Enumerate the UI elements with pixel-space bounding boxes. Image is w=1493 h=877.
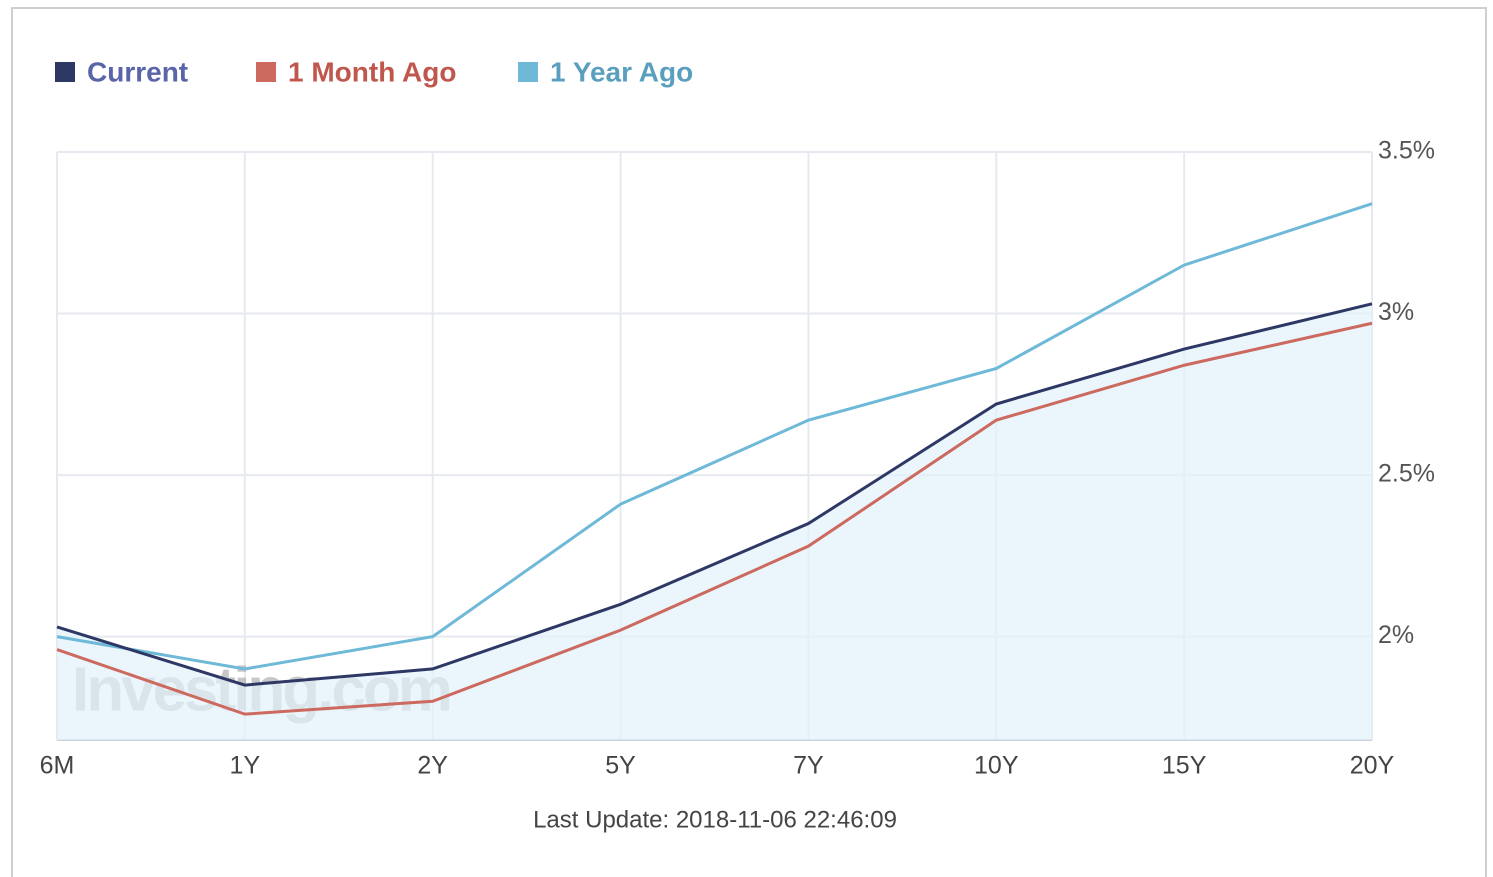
- footer: Last Update: 2018-11-06 22:46:09: [533, 806, 897, 833]
- legend-label: Current: [87, 56, 188, 87]
- legend-label: 1 Year Ago: [550, 56, 693, 87]
- line: [56, 321, 1373, 716]
- y-tick-label: 2.5%: [1378, 460, 1435, 488]
- x-tick-label: 2Y: [417, 752, 448, 780]
- area: [57, 303, 1372, 740]
- legend-swatch: [55, 62, 75, 82]
- x-tick-label: 20Y: [1350, 752, 1395, 780]
- x-tick-label: 7Y: [793, 752, 824, 780]
- x-tick-label: 5Y: [605, 752, 636, 780]
- legend-swatch: [518, 62, 538, 82]
- x-tick-label: 1Y: [230, 752, 261, 780]
- y-tick-label: 3%: [1378, 298, 1414, 326]
- line: [56, 302, 1373, 687]
- line: [56, 202, 1373, 671]
- x-tick-label: 15Y: [1162, 752, 1207, 780]
- x-tick-label: 10Y: [974, 752, 1019, 780]
- x-tick-label: 6M: [40, 752, 75, 780]
- legend-label: 1 Month Ago: [288, 56, 456, 87]
- y-tick-label: 3.5%: [1378, 137, 1435, 165]
- y-tick-label: 2%: [1378, 621, 1414, 649]
- legend-swatch: [256, 62, 276, 82]
